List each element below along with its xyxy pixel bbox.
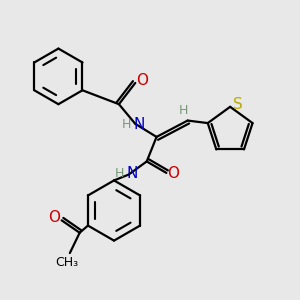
Text: H: H	[115, 167, 124, 180]
Text: S: S	[233, 97, 243, 112]
Text: O: O	[49, 210, 61, 225]
Text: N: N	[134, 117, 145, 132]
Text: H: H	[179, 103, 188, 117]
Text: N: N	[127, 167, 138, 182]
Text: O: O	[167, 166, 179, 181]
Text: O: O	[136, 73, 148, 88]
Text: CH₃: CH₃	[56, 256, 79, 269]
Text: H: H	[122, 118, 131, 131]
